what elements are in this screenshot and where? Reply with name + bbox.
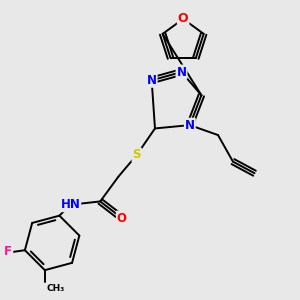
Text: F: F	[4, 245, 12, 258]
Text: N: N	[185, 118, 195, 132]
Text: HN: HN	[60, 198, 80, 211]
Text: S: S	[133, 148, 141, 161]
Text: N: N	[176, 65, 187, 79]
Text: CH₃: CH₃	[46, 284, 65, 293]
Text: N: N	[147, 74, 157, 87]
Text: O: O	[117, 212, 127, 224]
Text: O: O	[178, 12, 188, 26]
